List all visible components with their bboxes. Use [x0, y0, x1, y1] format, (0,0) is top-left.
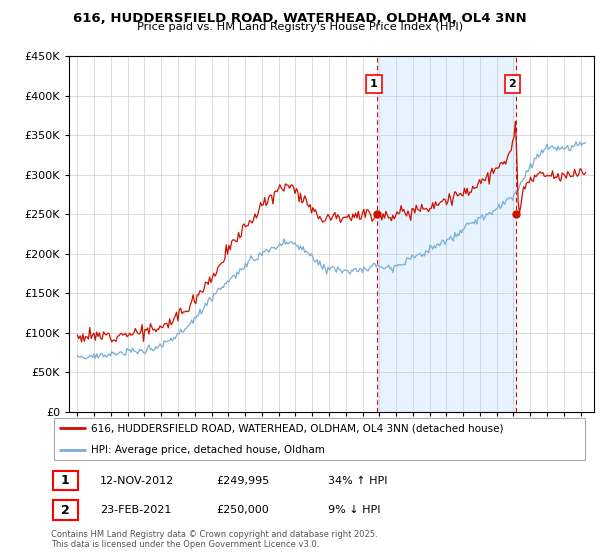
Text: HPI: Average price, detached house, Oldham: HPI: Average price, detached house, Oldh… [91, 445, 325, 455]
Text: Price paid vs. HM Land Registry's House Price Index (HPI): Price paid vs. HM Land Registry's House … [137, 22, 463, 32]
FancyBboxPatch shape [53, 501, 78, 520]
Text: 2: 2 [61, 503, 70, 517]
Text: 23-FEB-2021: 23-FEB-2021 [100, 505, 172, 515]
Text: 12-NOV-2012: 12-NOV-2012 [100, 475, 175, 486]
Text: 2: 2 [509, 78, 517, 88]
Text: 34% ↑ HPI: 34% ↑ HPI [328, 475, 388, 486]
Text: £249,995: £249,995 [217, 475, 270, 486]
Text: 1: 1 [370, 78, 377, 88]
Text: 9% ↓ HPI: 9% ↓ HPI [328, 505, 381, 515]
Text: 616, HUDDERSFIELD ROAD, WATERHEAD, OLDHAM, OL4 3NN (detached house): 616, HUDDERSFIELD ROAD, WATERHEAD, OLDHA… [91, 423, 504, 433]
Text: £250,000: £250,000 [217, 505, 269, 515]
Text: 1: 1 [61, 474, 70, 487]
Text: Contains HM Land Registry data © Crown copyright and database right 2025.
This d: Contains HM Land Registry data © Crown c… [51, 530, 377, 549]
Text: 616, HUDDERSFIELD ROAD, WATERHEAD, OLDHAM, OL4 3NN: 616, HUDDERSFIELD ROAD, WATERHEAD, OLDHA… [73, 12, 527, 25]
FancyBboxPatch shape [53, 471, 78, 490]
Bar [377, 56, 516, 412]
FancyBboxPatch shape [53, 418, 586, 460]
